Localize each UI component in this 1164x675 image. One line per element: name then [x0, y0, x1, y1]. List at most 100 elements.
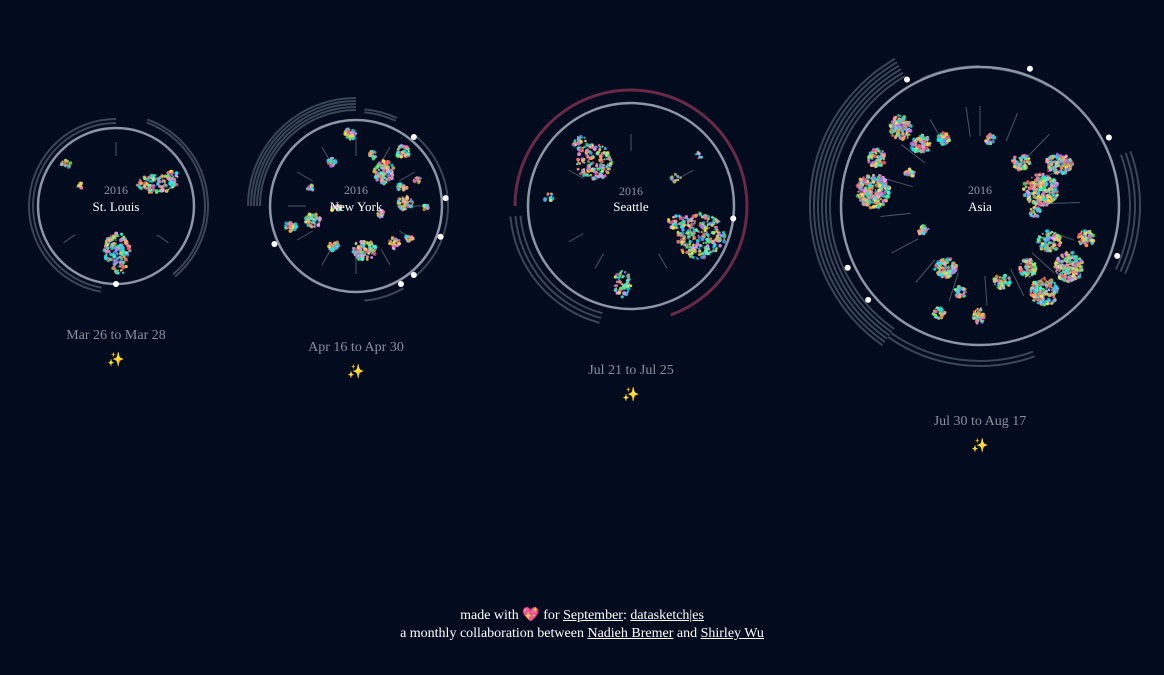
photo-cluster[interactable]: [855, 173, 892, 210]
photo-cluster[interactable]: [303, 212, 322, 229]
sparkle-icon[interactable]: ✨: [971, 439, 989, 454]
event-marker[interactable]: [437, 233, 444, 240]
photo-cluster[interactable]: [388, 236, 402, 251]
day-tick: [965, 106, 971, 137]
colon-text: :: [622, 608, 627, 623]
sparkle-icon[interactable]: ✨: [622, 388, 640, 403]
photo-cluster[interactable]: [1029, 276, 1059, 307]
photo-cluster[interactable]: [1053, 250, 1084, 284]
photo-cluster[interactable]: [412, 175, 422, 185]
photo-cluster[interactable]: [326, 156, 338, 168]
photo-cluster[interactable]: [372, 158, 396, 186]
photo-cluster[interactable]: [867, 147, 887, 169]
author-link-shirley[interactable]: Shirley Wu: [700, 626, 764, 641]
photo-cluster[interactable]: [936, 131, 951, 146]
photo-cluster[interactable]: [888, 114, 913, 141]
event-marker[interactable]: [398, 280, 404, 287]
photo-cluster[interactable]: [1036, 229, 1063, 253]
photo-cluster[interactable]: [59, 158, 73, 169]
photo-cluster[interactable]: [76, 181, 84, 190]
event-marker[interactable]: [271, 241, 278, 248]
event-marker[interactable]: [904, 76, 910, 83]
trip-dates-stlouis: Mar 26 to Mar 28: [66, 328, 166, 343]
photo-cluster[interactable]: [305, 183, 315, 192]
photo-cluster[interactable]: [422, 203, 430, 212]
project-link[interactable]: datasketch|es: [630, 608, 704, 623]
photo-cluster[interactable]: [404, 234, 415, 243]
trip-city: St. Louis: [93, 199, 140, 214]
photo-cluster[interactable]: [931, 306, 947, 320]
trip-stlouis[interactable]: 2016 St. Louis: [28, 118, 209, 293]
photo-cluster[interactable]: [613, 269, 633, 299]
photo-cluster[interactable]: [166, 169, 179, 183]
collab-text: a monthly collaboration between: [400, 626, 584, 641]
sparkle-icon[interactable]: ✨: [107, 353, 125, 368]
day-tick: [1028, 133, 1050, 156]
photo-cluster[interactable]: [909, 133, 932, 154]
timeline-arc: [890, 332, 1034, 362]
event-marker[interactable]: [113, 281, 119, 287]
photo-cluster[interactable]: [343, 127, 358, 141]
photo-cluster[interactable]: [933, 257, 959, 280]
photo-cluster[interactable]: [327, 240, 341, 253]
event-marker[interactable]: [1114, 252, 1121, 259]
trip-newyork[interactable]: 2016 New York: [247, 97, 449, 302]
day-tick: [399, 171, 416, 182]
photo-cluster[interactable]: [571, 134, 589, 152]
photo-cluster[interactable]: [102, 231, 132, 268]
photo-cluster[interactable]: [667, 214, 686, 230]
timeline-arc: [825, 71, 904, 333]
timeline-arc: [147, 118, 209, 278]
photo-cluster[interactable]: [1077, 229, 1096, 248]
photo-cluster[interactable]: [351, 239, 378, 262]
photo-cluster[interactable]: [917, 223, 930, 236]
day-tick: [296, 171, 313, 182]
photo-cluster[interactable]: [984, 132, 997, 146]
photo-cluster[interactable]: [695, 150, 704, 160]
author-link-nadieh[interactable]: Nadieh Bremer: [587, 626, 674, 641]
photo-cluster[interactable]: [368, 149, 378, 161]
timeline-arc: [630, 88, 749, 317]
trip-city: Asia: [968, 199, 992, 214]
event-marker[interactable]: [1026, 65, 1033, 72]
photo-cluster[interactable]: [376, 208, 386, 219]
photo-cluster[interactable]: [395, 182, 409, 192]
photo-cluster[interactable]: [543, 192, 555, 203]
photo-cluster[interactable]: [395, 143, 411, 159]
photo-cluster[interactable]: [675, 211, 727, 261]
photo-cluster[interactable]: [1011, 153, 1032, 172]
photo-cluster[interactable]: [971, 307, 986, 325]
photo-cluster[interactable]: [992, 273, 1012, 290]
event-marker[interactable]: [410, 134, 417, 141]
month-link[interactable]: September: [563, 608, 623, 623]
photo-cluster[interactable]: [111, 261, 128, 275]
timeline-arc: [829, 75, 906, 330]
photo-cluster[interactable]: [284, 221, 299, 233]
timeline-arc: [1119, 152, 1136, 272]
day-tick: [321, 249, 332, 266]
photo-cluster[interactable]: [903, 167, 916, 178]
photo-cluster[interactable]: [669, 172, 682, 184]
trip-city: Seattle: [613, 199, 649, 214]
day-tick: [891, 238, 919, 254]
photo-cluster[interactable]: [953, 284, 968, 299]
photo-cluster[interactable]: [1021, 172, 1059, 207]
event-marker[interactable]: [442, 195, 449, 202]
event-marker[interactable]: [410, 271, 417, 278]
event-marker[interactable]: [865, 296, 872, 303]
photo-cluster[interactable]: [1044, 152, 1075, 176]
trip-seattle[interactable]: 2016 Seattle: [509, 88, 749, 324]
photo-cluster[interactable]: [135, 173, 179, 195]
event-marker[interactable]: [844, 264, 851, 271]
photo-cluster[interactable]: [1028, 205, 1042, 218]
event-marker[interactable]: [730, 215, 737, 222]
photo-cluster[interactable]: [330, 203, 343, 212]
photo-cluster[interactable]: [396, 194, 415, 212]
trip-ring: [268, 118, 444, 294]
photo-cluster[interactable]: [576, 143, 614, 181]
timeline-arc: [28, 118, 117, 293]
trip-asia[interactable]: 2016 Asia: [809, 57, 1141, 367]
sparkle-icon[interactable]: ✨: [347, 365, 365, 380]
photo-cluster[interactable]: [1018, 257, 1038, 278]
event-marker[interactable]: [1105, 134, 1112, 141]
